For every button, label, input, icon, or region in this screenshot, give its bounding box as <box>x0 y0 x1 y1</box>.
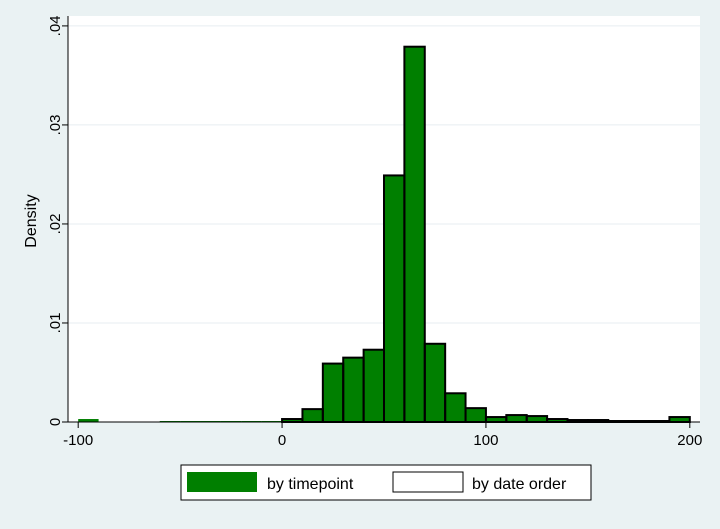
legend-label-by-timepoint: by timepoint <box>267 476 354 493</box>
x-tick-label: -100 <box>63 432 93 449</box>
bar-by-timepoint <box>465 408 486 422</box>
bar-by-timepoint <box>404 46 425 422</box>
axes: 0 .01 .02 .03 .04 -100 0 100 200 <box>47 15 702 449</box>
y-axis-label: Density <box>23 194 40 247</box>
y-tick-label: .03 <box>47 114 64 135</box>
bar-by-timepoint <box>302 409 323 422</box>
x-tick-label: 100 <box>473 432 498 449</box>
bar-by-timepoint <box>322 363 344 422</box>
y-tick-label: 0 <box>47 418 64 426</box>
bar-by-timepoint <box>547 419 568 422</box>
bar-by-timepoint <box>78 419 99 422</box>
y-tick-label: .04 <box>47 15 64 36</box>
x-tick-label: 200 <box>677 432 702 449</box>
bar-by-timepoint <box>669 417 690 422</box>
legend: by timepoint by date order <box>180 464 592 501</box>
y-tick-label: .02 <box>47 214 64 235</box>
bar-by-timepoint <box>424 343 446 422</box>
bar-by-timepoint <box>343 357 364 422</box>
bar-by-timepoint <box>384 175 405 422</box>
bar-by-timepoint <box>526 416 548 422</box>
x-tick-label: 0 <box>278 432 286 449</box>
legend-swatch-by-timepoint <box>187 472 257 492</box>
legend-swatch-by-date-order <box>392 471 464 493</box>
y-tick-label: .01 <box>47 313 64 334</box>
bar-by-timepoint <box>363 349 384 422</box>
bar-by-timepoint <box>445 393 466 422</box>
legend-label-by-date-order: by date order <box>472 476 567 493</box>
bar-by-timepoint <box>282 419 303 422</box>
bar-by-timepoint <box>506 415 527 422</box>
bar-by-timepoint <box>485 417 507 422</box>
